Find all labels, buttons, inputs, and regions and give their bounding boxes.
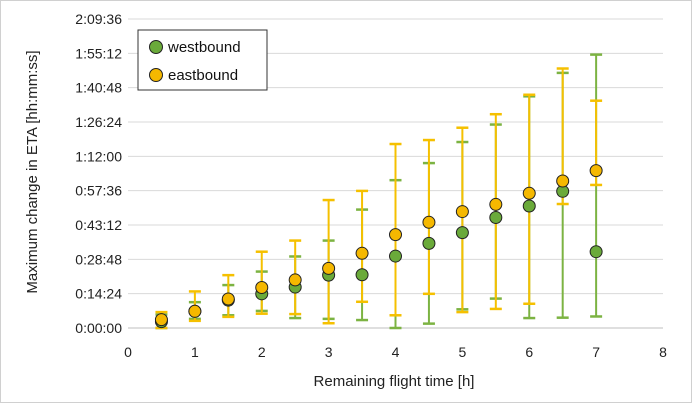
x-tick-label: 5 <box>458 344 466 360</box>
eastbound-point <box>355 246 369 260</box>
y-tick-label: 0:43:12 <box>75 217 122 233</box>
westbound-point <box>522 199 536 213</box>
x-axis-title: Remaining flight time [h] <box>314 373 475 390</box>
westbound-point <box>589 245 603 259</box>
legend: westbound eastbound <box>137 29 268 91</box>
x-tick-labels: 0 1 2 3 4 5 6 7 8 <box>124 344 667 360</box>
y-tick-label: 0:00:00 <box>75 320 122 336</box>
grid-lines <box>128 18 663 295</box>
x-tick-label: 1 <box>191 344 199 360</box>
westbound-point <box>455 226 469 240</box>
x-tick-label: 7 <box>592 344 600 360</box>
westbound-point <box>489 211 503 225</box>
westbound-point <box>422 236 436 250</box>
x-tick-label: 2 <box>258 344 266 360</box>
y-tick-label: 1:40:48 <box>75 80 122 96</box>
eastbound-point <box>589 164 603 178</box>
y-tick-label: 0:57:36 <box>75 183 122 199</box>
legend-marker-westbound <box>149 40 163 54</box>
legend-label-eastbound: eastbound <box>168 67 238 84</box>
x-tick-label: 3 <box>325 344 333 360</box>
eastbound-point <box>489 197 503 211</box>
eastbound-point <box>221 292 235 306</box>
x-tick-label: 8 <box>659 344 667 360</box>
westbound-point <box>355 268 369 282</box>
legend-box <box>137 29 268 91</box>
y-tick-label: 0:14:24 <box>75 286 122 302</box>
eastbound-point <box>255 280 269 294</box>
westbound-point <box>389 249 402 263</box>
eastbound-point <box>154 313 168 327</box>
markers-eastbound <box>154 164 603 327</box>
eastbound-point <box>288 273 302 287</box>
y-axis-title: Maximum change in ETA [hh:mm:ss] <box>24 50 41 293</box>
eastbound-point <box>556 174 570 188</box>
legend-marker-eastbound <box>149 68 163 82</box>
y-tick-label: 1:26:24 <box>75 114 122 130</box>
eastbound-point <box>455 205 469 219</box>
x-tick-label: 6 <box>525 344 533 360</box>
eastbound-point <box>389 228 402 242</box>
y-tick-label: 0:28:48 <box>75 251 122 267</box>
eastbound-point <box>322 261 336 275</box>
legend-label-westbound: westbound <box>167 39 241 56</box>
data-series <box>154 53 603 330</box>
x-tick-label: 0 <box>124 344 132 360</box>
y-tick-label: 1:12:00 <box>75 148 122 164</box>
y-tick-label: 1:55:12 <box>75 45 122 61</box>
eastbound-point <box>422 215 436 229</box>
y-tick-label: 2:09:36 <box>75 11 122 27</box>
x-tick-label: 4 <box>392 344 400 360</box>
eastbound-point <box>522 186 536 200</box>
y-tick-labels: 0:00:00 0:14:24 0:28:48 0:43:12 0:57:36 1:12:… <box>75 11 122 336</box>
eastbound-point <box>188 304 202 318</box>
